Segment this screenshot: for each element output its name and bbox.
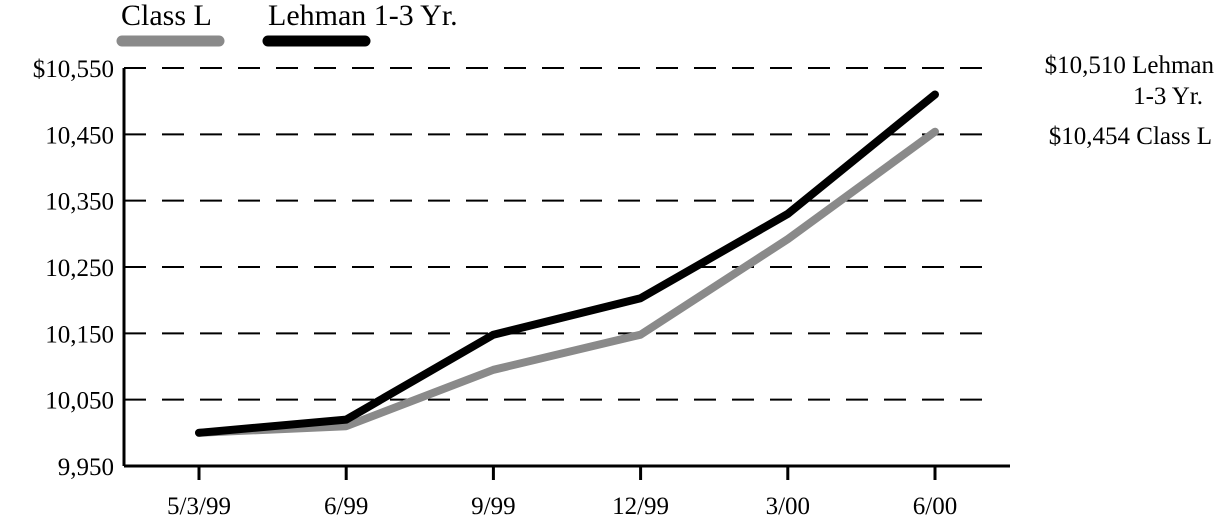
gridlines (124, 67, 985, 401)
x-tick-labels: 5/3/99 6/99 9/99 12/99 3/00 6/00 (167, 466, 957, 520)
data-point (934, 131, 936, 133)
x-tick-label: 3/00 (766, 493, 810, 517)
data-point (345, 419, 347, 421)
y-tick-label: 10,450 (45, 122, 114, 149)
x-tick-label: 6/00 (913, 493, 957, 517)
series-lines (195, 90, 939, 437)
legend-label: Lehman 1-3 Yr. (268, 0, 458, 32)
y-tick-label: 10,350 (45, 189, 114, 216)
data-point (640, 334, 642, 336)
data-point (787, 213, 789, 215)
legend-label: Class L (121, 0, 212, 32)
data-point (934, 94, 936, 96)
data-point (787, 238, 789, 240)
series-line-lehman (195, 90, 939, 437)
y-tick-labels: $10,550 10,450 10,350 10,250 10,150 10,050 9,9… (33, 56, 114, 481)
y-tick-label: 10,250 (45, 255, 114, 282)
y-tick-label: $10,550 (33, 56, 114, 83)
y-tick-label: 10,050 (45, 388, 114, 415)
y-tick-label: 9,950 (58, 454, 114, 481)
data-point (345, 425, 347, 427)
series-line-class-l (195, 127, 939, 437)
legend: Class L Lehman 1-3 Yr. (116, 0, 458, 47)
x-tick-label: 6/99 (324, 493, 368, 517)
data-point (492, 334, 494, 336)
axes (122, 68, 1010, 468)
end-value-label: $10,510 Lehman (1045, 52, 1215, 79)
data-point (198, 432, 200, 434)
y-tick-label: 10,150 (45, 321, 114, 348)
x-tick-label: 12/99 (612, 493, 669, 517)
data-point (640, 297, 642, 299)
end-value-labels: $10,510 Lehman 1-3 Yr. $10,454 Class L (1045, 52, 1215, 150)
data-point (492, 369, 494, 371)
x-tick-label: 5/3/99 (167, 493, 231, 517)
end-value-label: $10,454 Class L (1049, 123, 1212, 150)
end-value-label: 1-3 Yr. (1133, 83, 1203, 110)
x-tick-label: 9/99 (471, 493, 515, 517)
